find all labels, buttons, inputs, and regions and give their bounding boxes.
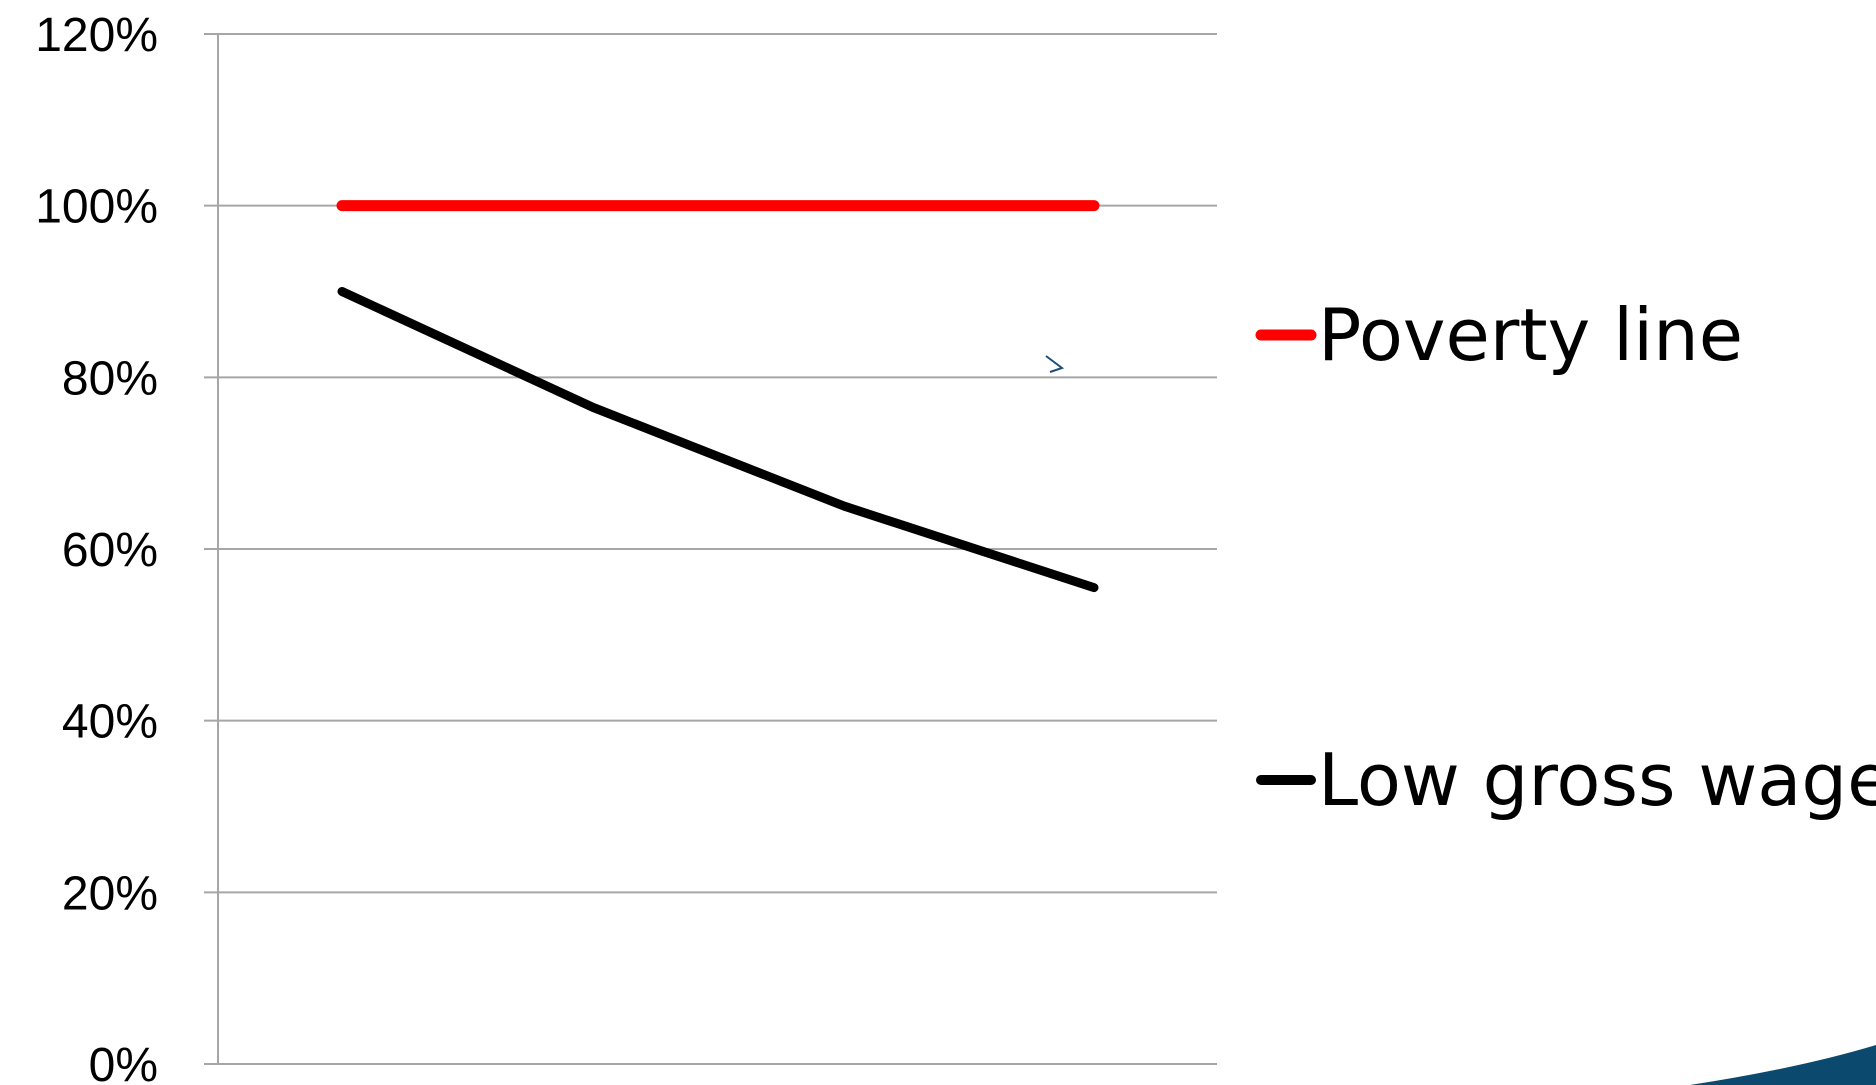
data-point <box>341 205 343 207</box>
data-point <box>1093 587 1095 589</box>
data-point <box>592 406 594 408</box>
y-tick-label: 100% <box>35 181 158 234</box>
y-tick-label: 120% <box>35 9 158 62</box>
data-point <box>843 205 845 207</box>
series-lines <box>336 200 1100 593</box>
data-point <box>1093 205 1095 207</box>
legend-label: Low gross wage <box>1318 738 1876 822</box>
legend-label: Poverty line <box>1318 293 1743 377</box>
y-tick-labels: 0% 20% 40% 60% 80% 100% 120% <box>35 9 158 1085</box>
stray-mark <box>1045 355 1065 373</box>
y-tick-label: 0% <box>89 1039 158 1085</box>
gridlines <box>204 33 1217 1065</box>
decorations <box>1045 355 1876 1085</box>
series-line-low-gross-wage <box>337 287 1099 593</box>
y-tick-label: 60% <box>62 524 158 577</box>
legend: Poverty line Low gross wage <box>1255 293 1876 822</box>
corner-accent <box>1690 1045 1876 1085</box>
y-tick-label: 40% <box>62 696 158 749</box>
data-point <box>592 205 594 207</box>
data-point <box>341 291 343 292</box>
data-point <box>843 505 845 507</box>
y-tick-label: 20% <box>62 867 158 920</box>
y-tick-label: 80% <box>62 352 158 405</box>
